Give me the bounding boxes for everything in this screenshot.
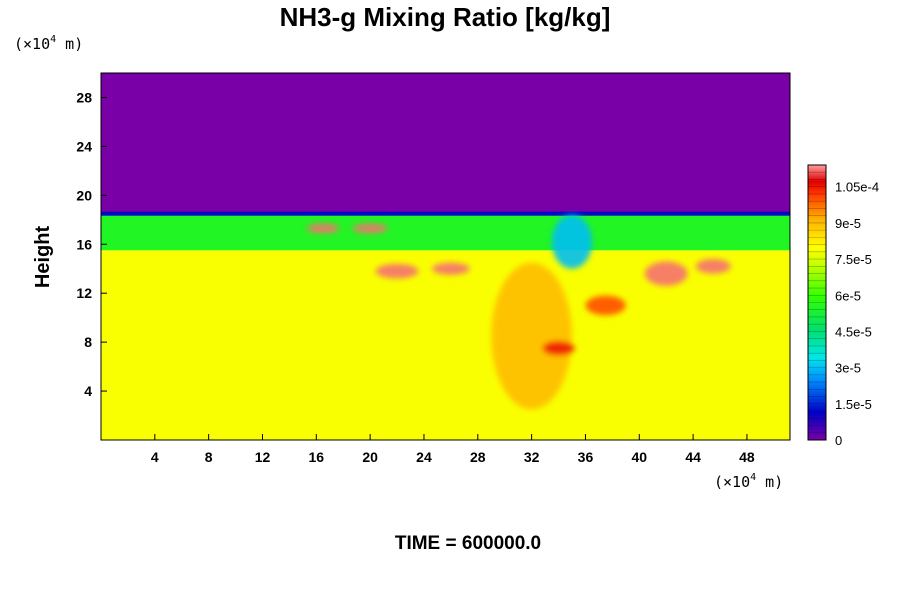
x-tick-label-1: 8: [205, 449, 213, 465]
y-unit-prefix: (×10: [14, 35, 50, 53]
x-unit-label: (×104 m): [714, 472, 783, 491]
x-tick-label-4: 20: [362, 449, 378, 465]
y-tick-label-4: 20: [76, 187, 92, 203]
y-tick-label-5: 24: [76, 138, 92, 154]
field-feature-1: [542, 340, 575, 356]
field-boundary: [101, 211, 790, 216]
y-unit-exponent: 4: [50, 34, 56, 45]
colorbar-tick-label-1: 1.5e-5: [835, 397, 872, 412]
y-tick-label-1: 8: [84, 334, 92, 350]
field-feature-3: [432, 262, 470, 275]
feature-layer: [306, 214, 731, 410]
field-feature-9: [585, 295, 626, 316]
y-unit-label: (×104 m): [14, 34, 83, 53]
y-tick-label-3: 16: [76, 236, 92, 252]
y-unit-suffix: m): [56, 35, 83, 53]
x-tick-label-8: 36: [578, 449, 594, 465]
time-label: TIME = 600000.0: [395, 533, 541, 554]
colorbar-level-lines: [808, 171, 826, 434]
y-tick-label-6: 28: [76, 89, 92, 105]
y-tick-label-2: 12: [76, 285, 92, 301]
colorbar-tick-label-7: 1.05e-4: [835, 180, 879, 195]
field-feature-2: [375, 263, 419, 279]
x-tick-label-5: 24: [416, 449, 432, 465]
y-ticks: 4 8 12 16 20 24 28: [76, 89, 107, 399]
colorbar-tick-label-4: 6e-5: [835, 288, 861, 303]
x-unit-exponent: 4: [750, 472, 756, 483]
field-region-2: [101, 250, 790, 440]
colorbar-gradient: [808, 165, 826, 440]
colorbar-tick-label-5: 7.5e-5: [835, 252, 872, 267]
field-region-0: [101, 73, 790, 214]
colorbar-frame: [807, 164, 827, 441]
x-unit-suffix: m): [756, 473, 783, 491]
field-feature-7: [306, 223, 340, 234]
colorbar-tick-label-2: 3e-5: [835, 361, 861, 376]
field-feature-0: [491, 262, 572, 410]
plot-frame: [100, 72, 791, 441]
x-tick-label-9: 40: [631, 449, 647, 465]
x-tick-label-3: 16: [309, 449, 325, 465]
x-tick-label-11: 48: [739, 449, 755, 465]
field-feature-6: [352, 223, 388, 234]
colorbar: 0 1.5e-5 3e-5 4.5e-5 6e-5 7.5e-5 9e-5 1.05e-4: [807, 164, 879, 448]
x-unit-prefix: (×10: [714, 473, 750, 491]
field-feature-8: [551, 214, 593, 269]
colorbar-tick-label-3: 4.5e-5: [835, 324, 872, 339]
x-tick-label-10: 44: [685, 449, 701, 465]
field-region-1: [101, 213, 790, 251]
x-tick-label-0: 4: [151, 449, 159, 465]
field-feature-4: [644, 261, 688, 286]
colorbar-ticks: 0 1.5e-5 3e-5 4.5e-5 6e-5 7.5e-5 9e-5 1.05e-4: [835, 180, 879, 448]
colorbar-tick-label-6: 9e-5: [835, 216, 861, 231]
field-feature-5: [695, 258, 731, 274]
plot-area: [101, 73, 790, 440]
y-tick-label-0: 4: [84, 383, 92, 399]
chart-title: NH3-g Mixing Ratio [kg/kg]: [280, 2, 611, 32]
field-layer: [101, 73, 790, 440]
y-axis-label: Height: [32, 226, 54, 289]
x-tick-label-2: 12: [255, 449, 271, 465]
x-ticks: 4 8 12 16 20 24 28 32 36 40 44 48: [151, 434, 755, 465]
x-tick-label-6: 28: [470, 449, 486, 465]
colorbar-tick-label-0: 0: [835, 433, 842, 448]
x-tick-label-7: 32: [524, 449, 540, 465]
